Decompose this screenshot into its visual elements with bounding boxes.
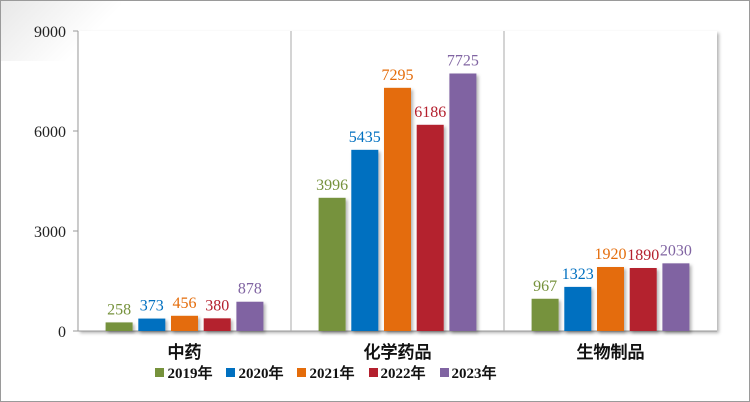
category-label: 化学药品: [364, 342, 432, 362]
legend-swatch: [368, 368, 378, 377]
legend-label: 2019年: [167, 366, 213, 382]
category-label: 生物制品: [577, 342, 645, 362]
legend-item: 2022年: [368, 362, 426, 383]
bar: [138, 318, 166, 331]
data-label: 373: [140, 298, 164, 315]
y-tick-label: 9000: [34, 24, 66, 41]
legend-swatch: [297, 368, 307, 377]
bar: [662, 263, 690, 331]
data-label: 1323: [562, 266, 594, 283]
data-label: 456: [173, 295, 197, 312]
bar: [171, 315, 198, 331]
bar: [318, 197, 346, 331]
bar: [531, 298, 559, 331]
legend-item: 2020年: [226, 362, 283, 383]
legend-label: 2020年: [238, 366, 284, 382]
data-label: 1890: [627, 247, 659, 264]
bar: [629, 268, 657, 331]
bar: [564, 286, 592, 331]
legend-item: 2019年: [155, 362, 212, 383]
data-label: 7725: [447, 53, 479, 70]
bar: [203, 318, 231, 331]
legend-item: 2023年: [439, 362, 497, 383]
legend-label: 2022年: [380, 366, 426, 382]
bar: [416, 124, 444, 331]
bar: [105, 322, 133, 331]
data-label: 878: [238, 281, 262, 298]
data-label: 258: [107, 301, 131, 318]
data-label: 380: [205, 297, 229, 314]
data-label: 7295: [382, 67, 414, 84]
bar: [236, 301, 264, 331]
legend-label: 2023年: [451, 366, 497, 382]
y-tick-label: 3000: [34, 224, 66, 241]
bar: [384, 87, 411, 331]
category-label: 中药: [168, 342, 202, 362]
data-label: 967: [533, 278, 557, 295]
legend-label: 2021年: [309, 366, 355, 382]
legend-swatch: [226, 368, 236, 377]
data-label: 6186: [414, 104, 446, 121]
data-label: 2030: [660, 242, 692, 259]
bar: [449, 73, 477, 331]
legend-item: 2021年: [297, 362, 355, 383]
y-tick-label: 6000: [34, 124, 66, 141]
bar: [597, 267, 624, 331]
legend-swatch: [439, 368, 449, 377]
legend: 2019年 2020年 2021年 2022年 2023年: [1, 362, 651, 383]
bar: [351, 149, 379, 331]
data-label: 3996: [316, 177, 348, 194]
y-tick-label: 0: [58, 324, 66, 341]
data-label: 5435: [349, 129, 381, 146]
legend-swatch: [155, 368, 165, 377]
data-label: 1920: [595, 246, 627, 263]
